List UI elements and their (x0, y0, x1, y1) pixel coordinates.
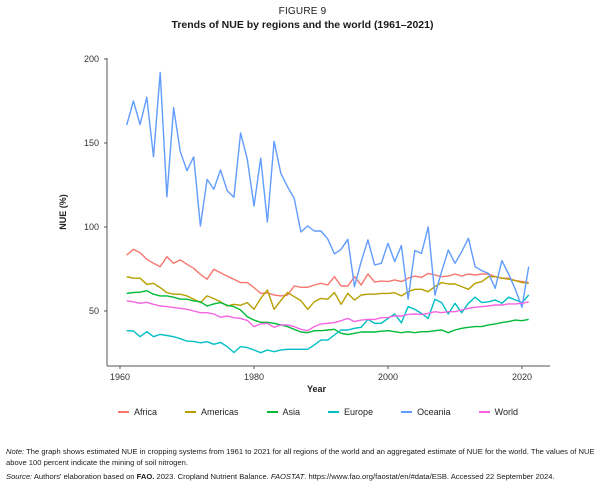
y-tick-label: 100 (84, 222, 99, 232)
legend-item-africa: Africa (118, 407, 157, 417)
nue-line-chart: 50 100 150 200 1960 1980 2000 2020 NUE (%) Yea… (58, 54, 550, 394)
legend-label: World (494, 407, 518, 417)
series-line-asia (126, 290, 529, 336)
legend-item-americas: Americas (185, 407, 239, 417)
legend-label: Oceania (417, 407, 451, 417)
figure-title: Trends of NUE by regions and the world (… (171, 19, 434, 31)
source-text: 2023. Cropland Nutrient Balance. (154, 472, 271, 481)
legend-swatch (266, 411, 278, 413)
legend-swatch (401, 411, 413, 413)
legend-label: Europe (344, 407, 374, 417)
series-line-africa (126, 248, 529, 297)
x-tick-label: 2020 (512, 372, 532, 382)
legend-swatch (478, 411, 490, 413)
figure-label: FIGURE 9 (278, 6, 327, 17)
source-paragraph: Source: Authors' elaboration based on FA… (6, 471, 601, 482)
note-text: The graph shows estimated NUE in croppin… (6, 447, 595, 467)
series-lines (126, 71, 530, 354)
source-prefix: Source: (6, 472, 33, 481)
source-org: FAO. (136, 472, 155, 481)
legend-swatch (328, 411, 340, 413)
legend-label: Asia (282, 407, 301, 417)
legend-swatch (118, 411, 129, 413)
y-tick-label: 150 (84, 138, 99, 148)
legend: Africa Americas Asia Europe Oceania World (118, 407, 546, 417)
x-tick-label: 2000 (378, 372, 398, 382)
axes (106, 58, 550, 367)
legend-swatch (185, 411, 197, 413)
x-tick-label: 1960 (110, 372, 130, 382)
source-text: . https://www.fao.org/faostat/en/#data/E… (304, 472, 555, 481)
x-axis-label: Year (307, 384, 327, 394)
legend-label: Americas (201, 407, 239, 417)
series-line-europe (126, 294, 530, 354)
series-line-world (126, 300, 529, 332)
x-ticks: 1960 1980 2000 2020 (110, 366, 532, 382)
series-line-oceania (126, 71, 530, 308)
series-line-americas (126, 276, 529, 310)
legend-item-europe: Europe (328, 407, 373, 417)
legend-item-oceania: Oceania (401, 407, 451, 417)
x-tick-label: 1980 (244, 372, 264, 382)
legend-item-world: World (478, 407, 518, 417)
legend-item-asia: Asia (266, 407, 301, 417)
y-tick-label: 200 (84, 54, 99, 64)
source-database: FAOSTAT (270, 472, 305, 481)
legend-label: Africa (134, 407, 158, 417)
y-axis-label: NUE (%) (58, 194, 68, 230)
y-tick-label: 50 (89, 306, 99, 316)
source-text: Authors' elaboration based on (32, 472, 137, 481)
note-prefix: Note: (6, 447, 25, 456)
note-paragraph: Note: The graph shows estimated NUE in c… (6, 446, 601, 468)
y-ticks: 50 100 150 200 (84, 54, 107, 316)
figure-notes: Note: The graph shows estimated NUE in c… (6, 446, 601, 482)
